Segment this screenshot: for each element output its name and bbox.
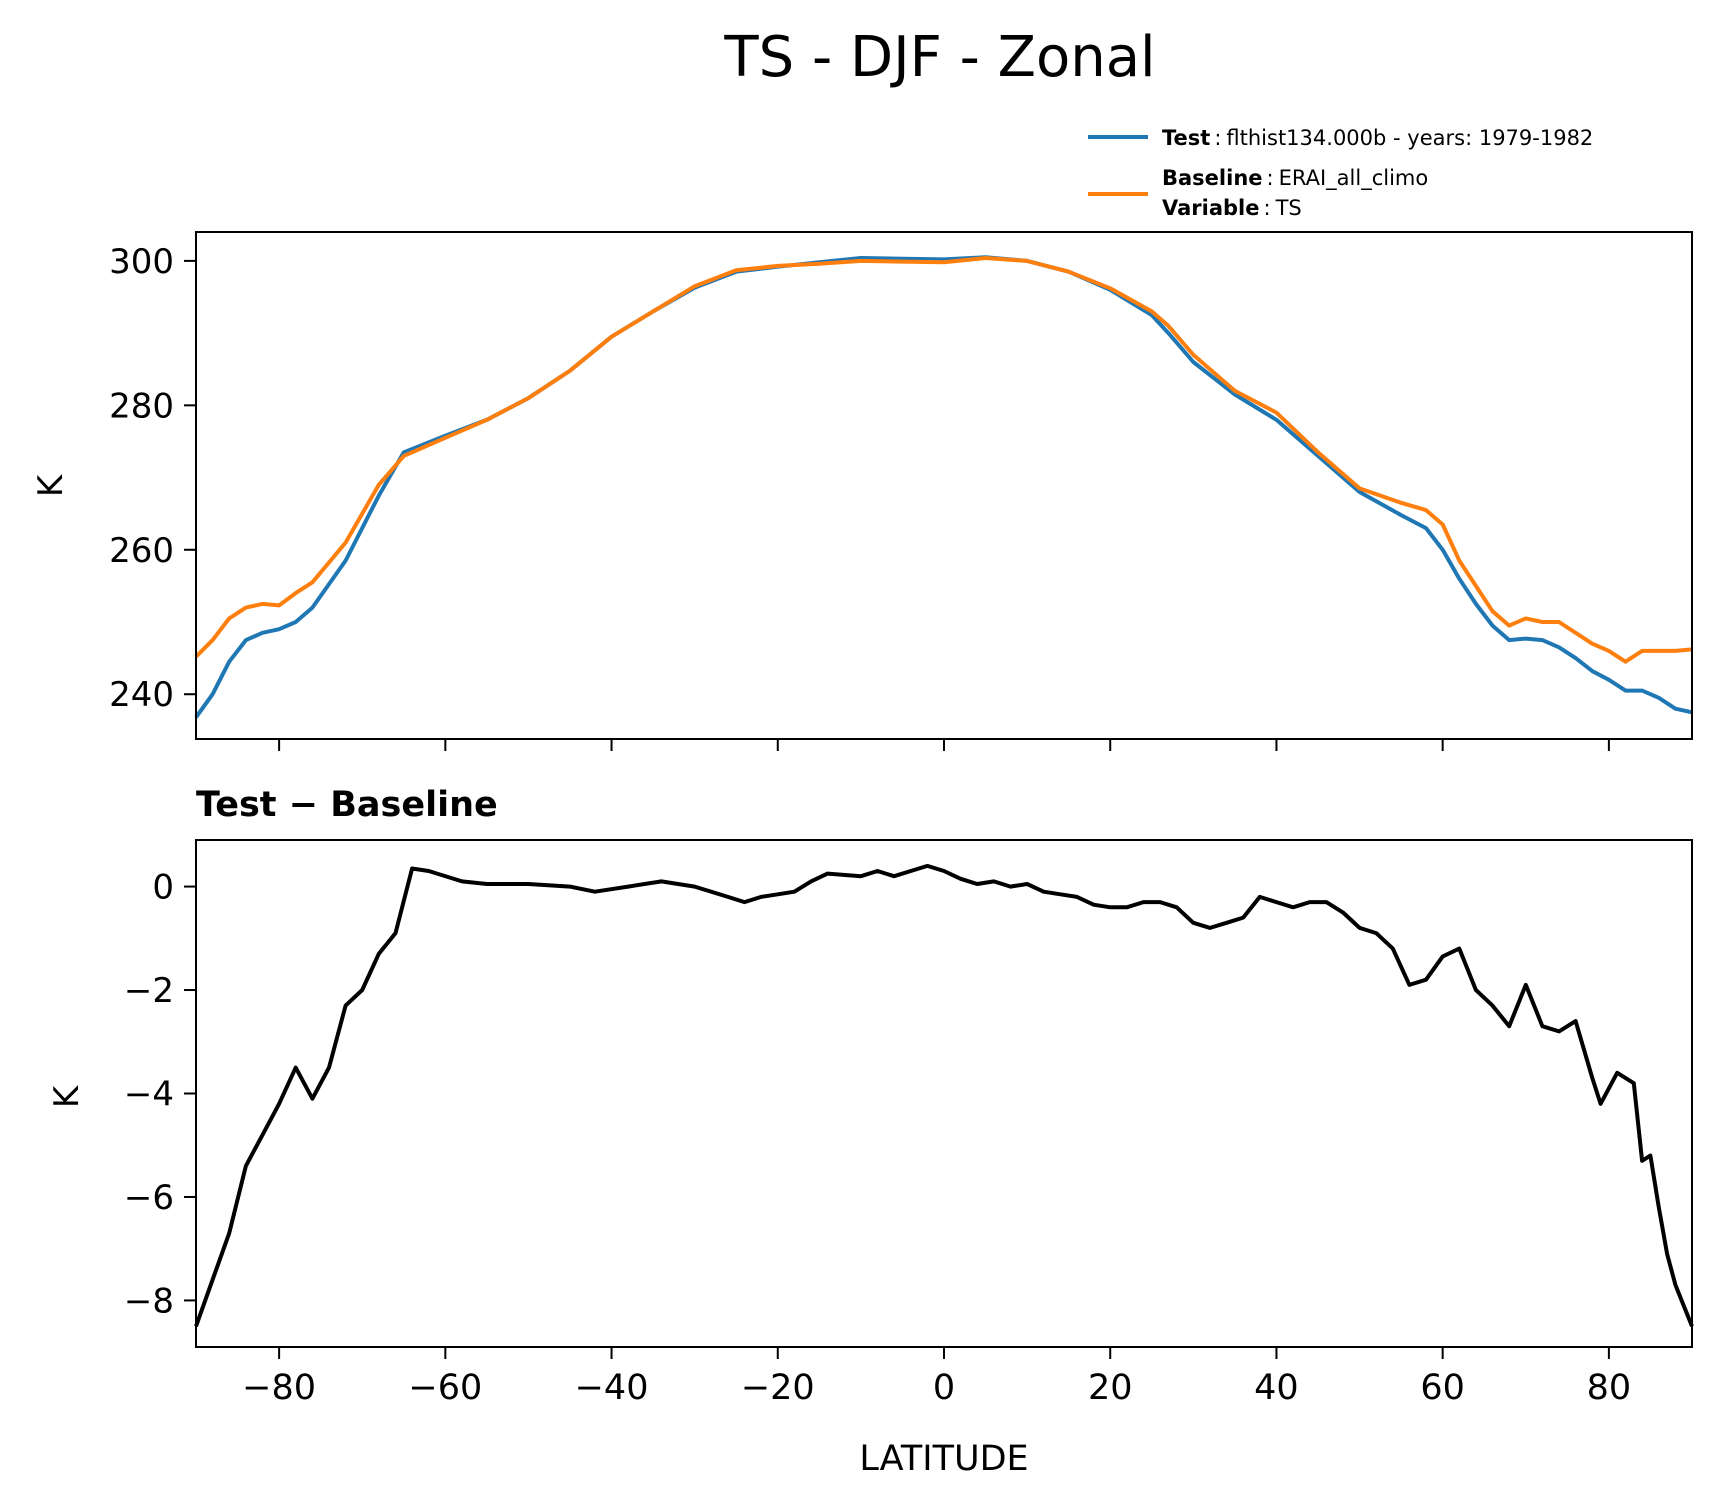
legend-baseline-entry: Baseline: ERAI_all_climo — [1162, 166, 1428, 191]
top-x-axis — [278, 739, 1610, 751]
bottom-x-tick-label: 40 — [1254, 1368, 1299, 1408]
bottom-x-tick-label: 0 — [933, 1368, 955, 1408]
bottom-x-tick-label: −60 — [408, 1368, 482, 1408]
legend-baseline-label: Baseline — [1162, 166, 1263, 190]
legend-variable-label: Variable — [1162, 196, 1259, 220]
bottom-panel-title: Test − Baseline — [196, 785, 498, 825]
top-y-tick-label: 280 — [109, 386, 174, 426]
legend-variable-entry: Variable: TS — [1162, 196, 1302, 220]
top-y-axis: 240 260 280 300 — [109, 242, 196, 715]
bottom-y-tick-label: 0 — [152, 868, 174, 908]
legend-test-entry: Test: flthist134.000b - years: 1979-1982 — [1162, 126, 1593, 150]
bottom-plot-frame — [195, 839, 1693, 1348]
bottom-y-tick-label: −6 — [124, 1178, 174, 1218]
bottom-x-tick-label: 80 — [1587, 1368, 1632, 1408]
top-y-axis-label: K — [31, 473, 71, 497]
top-y-tick-label: 240 — [109, 675, 174, 715]
legend: Test: flthist134.000b - years: 1979-1982 … — [1088, 126, 1593, 220]
top-y-tick-label: 260 — [109, 531, 174, 571]
legend-test-sep: : — [1214, 126, 1221, 150]
bottom-y-tick-label: −8 — [124, 1281, 174, 1321]
top-plot-frame — [195, 231, 1693, 740]
bottom-x-tick-label: 20 — [1088, 1368, 1133, 1408]
bottom-y-axis: 0 −2 −4 −6 −8 — [124, 868, 196, 1321]
bottom-x-tick-label: −20 — [741, 1368, 815, 1408]
top-series-baseline-line — [194, 256, 1693, 664]
legend-test-label: Test — [1162, 126, 1210, 150]
top-panel: 240 260 280 300 K — [31, 231, 1693, 751]
bottom-y-tick-label: −4 — [124, 1075, 174, 1115]
figure-title: TS - DJF - Zonal — [723, 25, 1155, 90]
top-series-layer — [194, 255, 1693, 719]
bottom-x-axis: −80 −60 −40 −20 0 20 40 60 80 — [242, 1347, 1631, 1408]
legend-test-value: flthist134.000b - years: 1979-1982 — [1226, 126, 1593, 150]
bottom-x-tick-label: 60 — [1420, 1368, 1465, 1408]
bottom-x-tick-label: −40 — [575, 1368, 649, 1408]
legend-variable-sep: : — [1263, 196, 1270, 220]
top-series-test-line — [194, 255, 1693, 719]
bottom-series-layer — [194, 863, 1694, 1328]
bottom-panel: Test − Baseline 0 −2 −4 −6 −8 −80 −60 −40 −20 0 2… — [47, 785, 1694, 1479]
top-y-tick-label: 300 — [109, 242, 174, 282]
bottom-x-tick-label: −80 — [242, 1368, 316, 1408]
bottom-y-tick-label: −2 — [124, 971, 174, 1011]
bottom-y-axis-label: K — [47, 1084, 87, 1108]
legend-baseline-sep: : — [1267, 166, 1274, 190]
x-axis-label: LATITUDE — [859, 1439, 1028, 1479]
bottom-series-difference-line — [194, 863, 1694, 1328]
legend-variable-value: TS — [1275, 196, 1302, 220]
legend-baseline-value: ERAI_all_climo — [1279, 166, 1429, 191]
